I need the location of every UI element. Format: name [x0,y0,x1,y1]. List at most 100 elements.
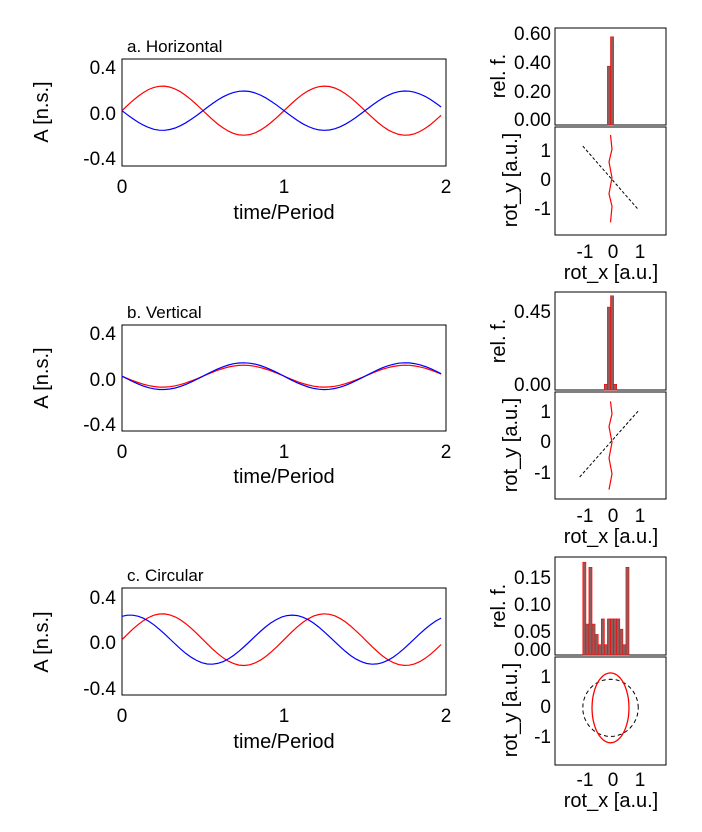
panel-b-hist-bar [607,306,611,391]
panel-b-title: b. Vertical [127,303,202,322]
panel-b-histogram: 0.45 0.00 rel. f. [488,291,667,396]
panel-c-xlabel: time/Period [233,731,334,753]
panel-b-rot-xtick-2: 0 [608,506,619,527]
panel-c-frame [121,587,447,696]
panel-a-xtick-2: 1 [279,177,290,198]
panel-a-xtick-3: 2 [441,177,452,198]
panel-a-rot-ytick-3: -1 [534,199,551,220]
panel-b-ytick-3: -0.4 [83,415,116,436]
panel-c-hist-bar [625,566,630,656]
panel-b-rot-xlabel: rot_x [a.u.] [564,526,659,548]
panel-b-ylabel: A [n.s.] [31,347,53,408]
panel-a-rot-xtick-2: 0 [608,242,619,263]
panel-a-rot-ylabel: rot_y [a.u.] [500,133,522,228]
panel-a-hist-bar [607,65,611,126]
panel-c-hist-ytick-3: 0.05 [514,622,551,643]
panel-c-hist-bar [616,618,621,656]
panel-c-rot-xtick-2: 0 [608,770,619,791]
panel-c-hist-bar [582,561,587,656]
panel-a-timeseries: a. Horizontal 0.4 0.0 -0.4 0 1 2 time/Pe… [31,37,451,224]
panel-b-hist-ytick-1: 0.45 [514,302,551,323]
panel-b-rotation: 1 0 -1 -1 0 1 rot_x [a.u.] rot_y [a.u.] [500,391,667,548]
panel-c-hist-bar [588,566,593,656]
panel-a-rot-red-trace [608,134,613,223]
panel-c-blue-series [121,614,442,665]
panel-c-xtick-1: 0 [117,706,128,727]
panel-c-hist-bar [591,623,596,656]
panel-a-hist-ytick-4: 0.00 [514,110,551,131]
panel-c-rot-ylabel: rot_y [a.u.] [500,663,522,758]
panel-a-ytick-3: -0.4 [83,149,116,170]
panel-b-rot-ytick-2: 0 [540,432,551,453]
panel-c-hist-bar [622,644,627,656]
panel-c-timeseries: c. Circular 0.4 0.0 -0.4 0 1 2 time/Peri… [31,566,451,753]
panel-a-histogram: 0.60 0.40 0.20 0.00 rel. f. [488,24,667,131]
panel-c-hist-bar [594,634,599,656]
panel-b-hist-ylabel: rel. f. [488,319,510,363]
panel-c-rot-ytick-1: 1 [540,667,551,688]
panel-a-hist-ytick-1: 0.60 [514,24,551,45]
panel-c-hist-ytick-2: 0.10 [514,595,551,616]
panel-c-rot-red-ellipse [591,672,630,744]
panel-c-rot-ytick-2: 0 [540,697,551,718]
panel-c-histogram: 0.15 0.10 0.05 0.00 rel. f. [488,556,667,661]
panel-a-rot-frame [554,126,667,236]
panel-c-rotation: 1 0 -1 -1 0 1 rot_x [a.u.] rot_y [a.u.] [500,656,667,812]
panel-c-hist-bar [619,628,624,656]
panel-a-xtick-1: 0 [117,177,128,198]
panel-a-ytick-2: 0.0 [90,104,116,125]
panel-a-rot-dashed-line [582,145,639,210]
panel-c-hist-bar [613,618,617,656]
panel-c-xtick-3: 2 [441,706,452,727]
panel-b-rot-frame [554,391,667,500]
panel-a-title: a. Horizontal [127,37,222,56]
panel-a-ylabel: A [n.s.] [31,81,53,142]
panel-c-title: c. Circular [127,566,204,585]
panel-b-ytick-2: 0.0 [90,370,116,391]
panel-c-hist-ylabel: rel. f. [488,584,510,628]
panel-b-xtick-2: 1 [279,442,290,463]
panel-c-hist-bar [607,618,611,656]
panel-b-hist-bar [610,295,614,391]
panel-c-ylabel: A [n.s.] [31,611,53,672]
panel-a-rotation: 1 0 -1 -1 0 1 rot_x [a.u.] rot_y [a.u.] [500,126,667,284]
panel-a-rot-ytick-2: 0 [540,170,551,191]
panel-b-xtick-3: 2 [441,442,452,463]
panel-b-timeseries: b. Vertical 0.4 0.0 -0.4 0 1 2 time/Peri… [31,303,451,488]
panel-b-hist-ytick-2: 0.00 [514,375,551,396]
panel-b-blue-series [121,362,442,391]
panel-b-hist-bar [613,383,617,391]
panel-c-hist-bar [603,644,608,656]
panel-c-rot-xtick-3: 1 [635,770,646,791]
panel-a-rot-xtick-3: 1 [635,242,646,263]
panel-c-rot-xlabel: rot_x [a.u.] [564,790,659,812]
panel-b-hist-bar [603,383,608,391]
panel-a-hist-ytick-3: 0.20 [514,82,551,103]
panel-b-rot-red-trace [608,401,613,490]
panel-b-rot-xtick-3: 1 [635,506,646,527]
panel-c-ytick-1: 0.4 [90,588,117,609]
panel-b-ytick-1: 0.4 [90,324,117,345]
panel-c-hist-bar [600,618,605,656]
panel-a-rot-ytick-1: 1 [540,141,551,162]
panel-c-ytick-2: 0.0 [90,633,116,654]
panel-c-ytick-3: -0.4 [83,679,116,700]
panel-c-hist-ytick-1: 0.15 [514,568,551,589]
panel-a-rot-xlabel: rot_x [a.u.] [564,262,659,284]
panel-a-xlabel: time/Period [233,202,334,224]
panel-b-rot-dashed-line [579,410,639,478]
panel-b-xlabel: time/Period [233,466,334,488]
panel-c-hist-bar [585,623,590,656]
panel-c-rot-frame [554,656,667,766]
panel-c-hist-bar [597,644,602,656]
panel-c-hist-ytick-4: 0.00 [514,640,551,661]
panel-a-blue-series [121,90,442,131]
panel-b-red-series [121,364,442,388]
panel-c-rot-dashed-circle [582,678,639,737]
panel-b-frame [121,324,447,432]
panel-b-xtick-1: 0 [117,442,128,463]
panel-c-hist-bar [610,618,614,656]
panel-a-hist-bar [610,36,614,126]
panel-b-rot-ytick-3: -1 [534,463,551,484]
